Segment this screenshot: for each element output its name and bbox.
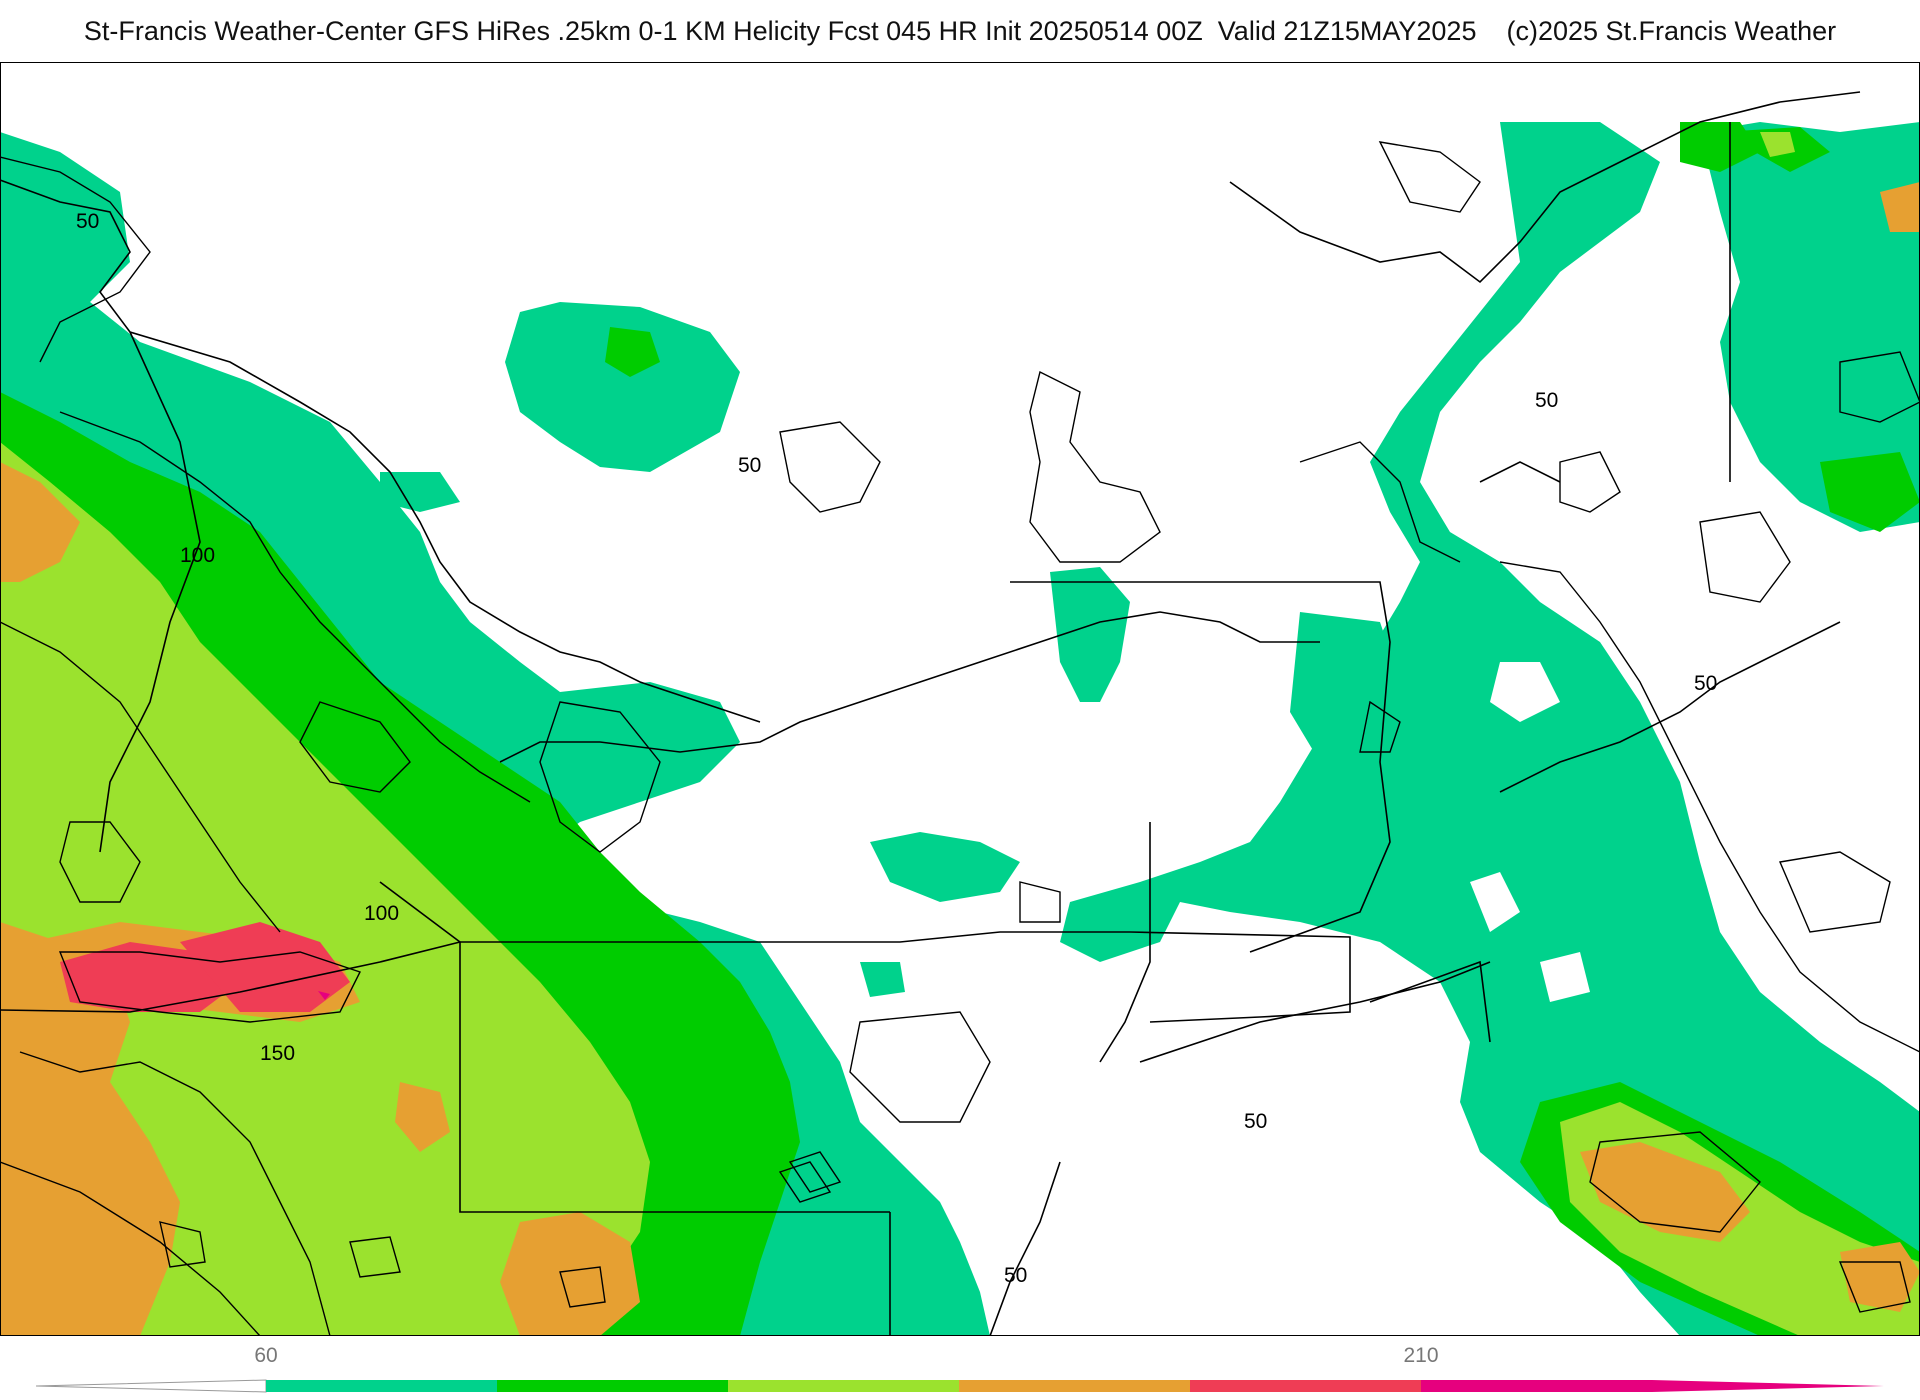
helicity-shade-200 [1840, 1242, 1920, 1312]
helicity-shade-200 [0, 462, 80, 582]
helicity-shade-200 [0, 922, 180, 1336]
colorbar-bin [959, 1380, 1190, 1392]
contour-label: 50 [76, 210, 99, 233]
colorbar [35, 1379, 1884, 1393]
low-helicity-pockets [1470, 432, 1920, 1002]
boundaries [0, 91, 1861, 1336]
contour-label: 50 [1244, 1110, 1267, 1133]
helicity-shade-200 [395, 1082, 450, 1152]
colorbar-bin [1421, 1380, 1652, 1392]
helicity-shade-150 [0, 442, 650, 1336]
colorbar-tick-label: 210 [1403, 1344, 1439, 1367]
helicity-shade-50 [1290, 612, 1400, 762]
west-helicity-field [0, 132, 990, 1336]
helicity-shade-100 [1820, 452, 1920, 532]
helicity-shade-300 [318, 991, 330, 1000]
helicity-map: 50 50 50 50 50 50 100 100 150 [0, 62, 1920, 1336]
contour-label: 100 [180, 544, 215, 567]
colorbar-bin [497, 1380, 728, 1392]
quebec-helicity-field [380, 302, 1130, 997]
contour-label: 150 [260, 1042, 295, 1065]
colorbar-high-arrow [1652, 1380, 1884, 1392]
helicity-shade-50 [1700, 122, 1920, 532]
helicity-shade-50 [1060, 122, 1920, 1336]
colorbar-bin [728, 1380, 959, 1392]
helicity-shade-150 [1760, 132, 1795, 157]
colorbar-tick-label: 60 [254, 1344, 278, 1367]
helicity-shade-50 [380, 472, 460, 512]
helicity-shade-50 [870, 832, 1020, 902]
helicity-shade-50 [860, 962, 905, 997]
colorbar-bin [266, 1380, 497, 1392]
colorbar-bin [1190, 1380, 1421, 1392]
east-helicity-field [1060, 122, 1920, 1336]
contour-label: 50 [1535, 389, 1558, 412]
contour-labels: 50 50 50 50 50 50 100 100 150 [76, 210, 1717, 1287]
helicity-shade-200 [500, 1212, 640, 1336]
helicity-shade-200 [1880, 182, 1920, 232]
helicity-shade-50 [505, 302, 740, 472]
contour-label: 50 [738, 454, 761, 477]
helicity-shade-200 [1580, 1142, 1750, 1242]
map-title: St-Francis Weather-Center GFS HiRes .25k… [83, 16, 1837, 46]
contour-label: 100 [364, 902, 399, 925]
helicity-shade-100 [605, 327, 660, 377]
helicity-contours [0, 141, 1920, 1336]
helicity-shade-250 [180, 922, 350, 1012]
helicity-shade-50 [1050, 567, 1130, 702]
contour-label: 50 [1694, 672, 1717, 695]
contour-label: 50 [1004, 1264, 1027, 1287]
colorbar-low-arrow [35, 1379, 267, 1393]
